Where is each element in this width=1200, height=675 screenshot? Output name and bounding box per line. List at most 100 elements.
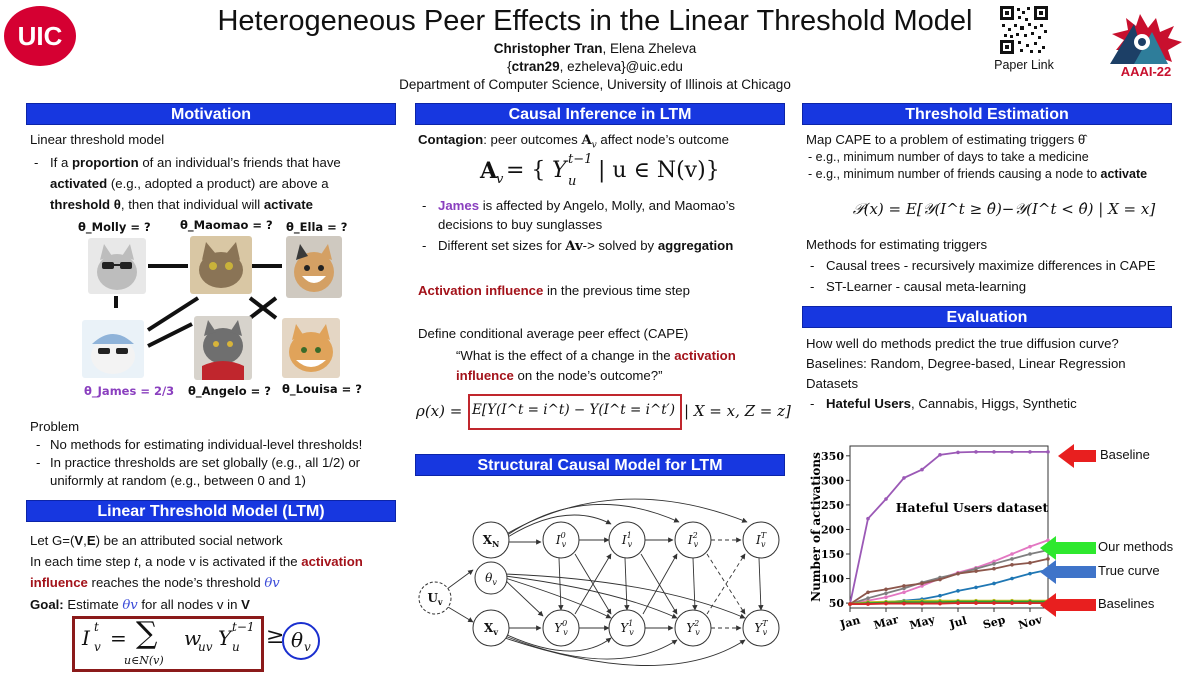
qr-caption: Paper Link xyxy=(994,58,1054,72)
series-0-point-11 xyxy=(1046,450,1050,454)
contagion-term: Contagion xyxy=(418,132,484,147)
series-1-point-3 xyxy=(902,590,906,595)
activation-line: Activation influence in the previous tim… xyxy=(418,282,798,300)
ltm-l2c: , a node v is activated if the xyxy=(137,554,302,569)
threshold-b2b: activate xyxy=(1100,167,1148,181)
eval-d1b: , Cannabis, Higgs, Synthetic xyxy=(911,396,1077,411)
causal-b2b: Av xyxy=(565,239,583,254)
diffusion-chart: 50 100 150 200 250 300 350 Jan Mar May Jul Sep Nov Nu… xyxy=(802,440,1062,675)
aaai-logo: AAAI-22 xyxy=(1090,6,1198,80)
theta-ella-label: θ_Ella = ? xyxy=(286,220,348,234)
series-0-point-10 xyxy=(1028,450,1032,454)
theta-louisa-label: θ_Louisa = ? xyxy=(282,382,362,396)
ltm-eq-ysub: u xyxy=(232,640,240,654)
method-2: - ST-Learner - causal meta-learning xyxy=(810,279,1027,294)
series-3-point-6 xyxy=(956,571,960,576)
causal-b2d: aggregation xyxy=(657,238,734,253)
uic-logo-text: UIC xyxy=(17,21,63,51)
series-line-3 xyxy=(849,558,1049,605)
series-3-point-3 xyxy=(902,584,906,588)
mot-text-c: of an individual’s friends that have xyxy=(138,155,341,170)
ltm-line4: Goal: Estimate θv for all nodes v in V xyxy=(30,594,402,616)
arrow-baseline-label: Baseline xyxy=(1100,447,1150,462)
cape-eq-box-text: E[Y(I^t = i^t) − Y(I^t = i^t′) xyxy=(472,402,676,418)
series-3-point-2 xyxy=(884,587,888,592)
causal-b1b: is affected by Angelo, Molly, and Maomao… xyxy=(479,198,735,213)
series-3-point-1 xyxy=(866,590,870,595)
ltm-eq-y: Y xyxy=(218,626,232,650)
ltm-eq-sum: ∑ xyxy=(136,616,158,651)
series-0-point-5 xyxy=(938,453,942,457)
series-line-5 xyxy=(849,599,1048,605)
arrow-baseline: Baseline xyxy=(1058,444,1198,468)
series-7-point-9 xyxy=(1010,601,1014,605)
series-2-point-9 xyxy=(1010,557,1014,561)
scm-node-it: IT v xyxy=(755,531,767,549)
contagion-eq-v: v xyxy=(496,172,504,187)
series-7-point-7 xyxy=(974,601,978,605)
maomao-cat-photo xyxy=(190,236,252,294)
arrow-our-methods: Our methods xyxy=(1040,536,1198,560)
causal-b1c: decisions to buy sunglasses xyxy=(438,217,603,232)
y-tick-label-0: 50 xyxy=(829,597,845,610)
series-0-point-4 xyxy=(920,467,924,472)
scm-node-i1: I1 v xyxy=(621,531,633,549)
contagion-line: Contagion: peer outcomes Av affect node’… xyxy=(418,131,798,155)
threshold-header: Threshold Estimation xyxy=(802,103,1172,125)
method-1-text: Causal trees - recursively maximize diff… xyxy=(826,258,1156,273)
ltm-section: Let G=(V,E) be an attributed social netw… xyxy=(30,530,402,616)
qr-code[interactable] xyxy=(1000,6,1048,54)
method-1: - Causal trees - recursively maximize dif… xyxy=(810,258,1156,273)
problem-section: Problem No methods for estimating indivi… xyxy=(30,418,402,490)
scm-node-i0: I0 v xyxy=(555,531,567,549)
ltm-line3: influence reaches the node’s threshold θ… xyxy=(30,572,402,594)
series-line-6 xyxy=(849,600,1048,605)
series-7-point-10 xyxy=(1028,601,1032,605)
other-authors: , Elena Zheleva xyxy=(602,41,697,56)
mot-text-h: activate xyxy=(263,197,313,212)
arrow-true-curve: True curve xyxy=(1040,560,1198,584)
series-1-point-9 xyxy=(1010,552,1014,556)
series-7-point-3 xyxy=(902,601,906,606)
ltm-eq-sub: v xyxy=(94,640,101,654)
ltm-eq-term: w xyxy=(184,626,202,650)
ltm-l3a: influence xyxy=(30,575,88,590)
contagion-eq-mid: = { xyxy=(506,158,546,183)
threshold-b1: - e.g., minimum number of days to take a… xyxy=(808,150,1089,164)
cape-q2b: on the node’s outcome?” xyxy=(513,368,663,383)
series-line-7 xyxy=(850,602,1048,605)
poster-title: Heterogeneous Peer Effects in the Linear… xyxy=(217,5,973,37)
series-7-point-4 xyxy=(920,601,924,606)
cape-q2a: influence xyxy=(456,368,514,383)
series-4-point-5 xyxy=(938,593,942,598)
ltm-eq-equals: = xyxy=(110,626,127,650)
email-bold: ctran29 xyxy=(511,59,560,74)
series-0-point-7 xyxy=(974,450,978,454)
ltm-eq-theta-circle: θ v xyxy=(282,622,320,660)
ltm-l4d: for all nodes v in xyxy=(137,597,242,612)
series-0-point-8 xyxy=(992,450,996,454)
mot-text-a: If a xyxy=(50,155,72,170)
evaluation-header: Evaluation xyxy=(802,306,1172,328)
eval-line3: Datasets xyxy=(806,376,859,391)
series-2-point-10 xyxy=(1028,552,1032,556)
cape-eq-box xyxy=(468,394,682,430)
contagion-eq-y: Y xyxy=(552,158,567,183)
scm-node-yt: YT v xyxy=(754,619,768,637)
series-4-point-7 xyxy=(974,585,978,590)
x-tick-label-4: Sep xyxy=(982,613,1008,631)
arrow-ours-label: Our methods xyxy=(1098,539,1174,554)
threshold-b2: - e.g., minimum number of friends causin… xyxy=(808,167,1148,181)
mot-text-e: (e.g., adopted a product) are above a xyxy=(107,176,329,191)
ltm-l2a: In each time step xyxy=(30,554,135,569)
series-3-point-7 xyxy=(974,569,978,573)
series-1-point-2 xyxy=(884,595,888,599)
series-line-0 xyxy=(849,450,1048,605)
series-3-point-11 xyxy=(1046,557,1050,561)
ltm-l2b: t xyxy=(134,554,138,569)
causal-bullet-2: - Different set sizes for Av-> solved by… xyxy=(422,238,734,254)
series-3-point-4 xyxy=(920,581,924,586)
threshold-line1: Map CAPE to a problem of estimating trig… xyxy=(806,132,1086,147)
ltm-l4e: V xyxy=(241,597,250,612)
cape-equation: ρ(x) = E[Y(I^t = i^t) − Y(I^t = i^t′) | … xyxy=(416,394,796,430)
